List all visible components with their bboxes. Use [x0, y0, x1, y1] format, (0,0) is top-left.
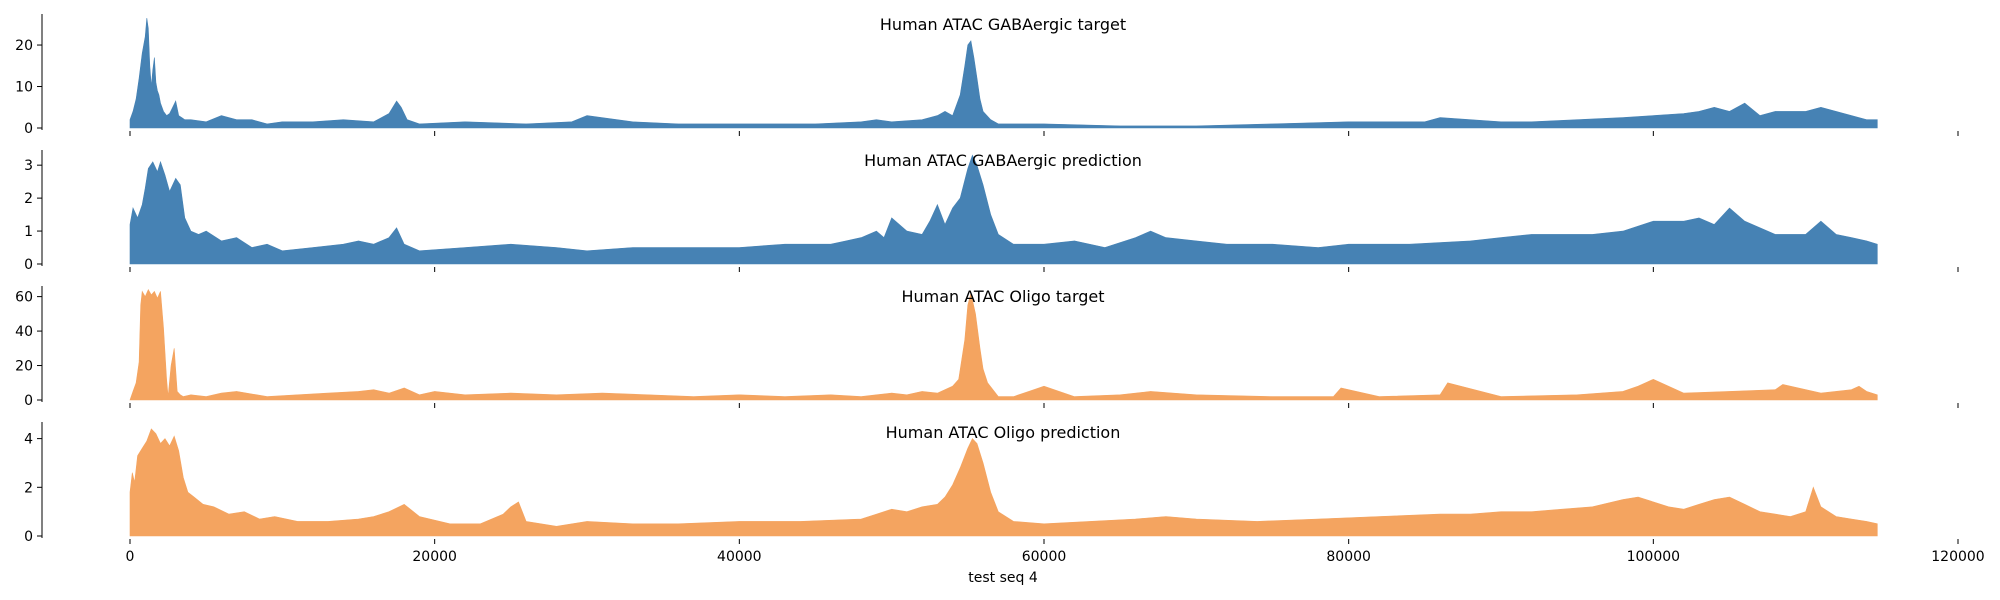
area-series-3	[129, 289, 1878, 401]
y-tick-label: 1	[24, 224, 33, 240]
x-tick-label: 0	[126, 549, 135, 565]
x-tick-label: 120000	[1931, 549, 1984, 565]
area-series-1	[129, 18, 1878, 129]
y-tick-label: 2	[24, 480, 33, 496]
y-tick-label: 20	[15, 359, 33, 375]
y-tick-label: 0	[24, 529, 33, 545]
panel-3: 0 20 40 60 Human ATAC Oligo target	[15, 286, 1959, 409]
y-tick-label: 0	[24, 257, 33, 273]
panel-2: 0 1 2 3 Human ATAC GABAergic prediction	[24, 150, 1959, 273]
y-tick-label: 0	[24, 393, 33, 409]
area-series-2	[129, 154, 1878, 265]
x-tick-label: 100000	[1627, 549, 1680, 565]
x-tick-label: 60000	[1022, 549, 1067, 565]
y-tick-label: 40	[15, 324, 33, 340]
y-tick-label: 0	[24, 121, 33, 137]
panel-4: 0 2 4 0 20000 40000 60000 80000 100000 120000 Huma…	[24, 422, 1985, 565]
x-axis-label: test seq 4	[968, 570, 1038, 586]
panel-title: Human ATAC GABAergic prediction	[864, 151, 1142, 170]
y-tick-label: 2	[24, 191, 33, 207]
panel-1: 0 10 20 Human ATAC GABAergic target	[15, 14, 1959, 137]
x-tick-label: 80000	[1326, 549, 1371, 565]
x-tick-label: 20000	[412, 549, 457, 565]
y-tick-label: 10	[15, 80, 33, 96]
panel-title: Human ATAC GABAergic target	[880, 15, 1126, 34]
area-series-4	[129, 428, 1878, 537]
y-tick-label: 4	[24, 432, 33, 448]
panel-title: Human ATAC Oligo target	[901, 287, 1104, 306]
panel-title: Human ATAC Oligo prediction	[886, 423, 1121, 442]
x-tick-label: 40000	[717, 549, 762, 565]
y-tick-label: 3	[24, 158, 33, 174]
y-tick-label: 20	[15, 38, 33, 54]
y-tick-label: 60	[15, 290, 33, 306]
